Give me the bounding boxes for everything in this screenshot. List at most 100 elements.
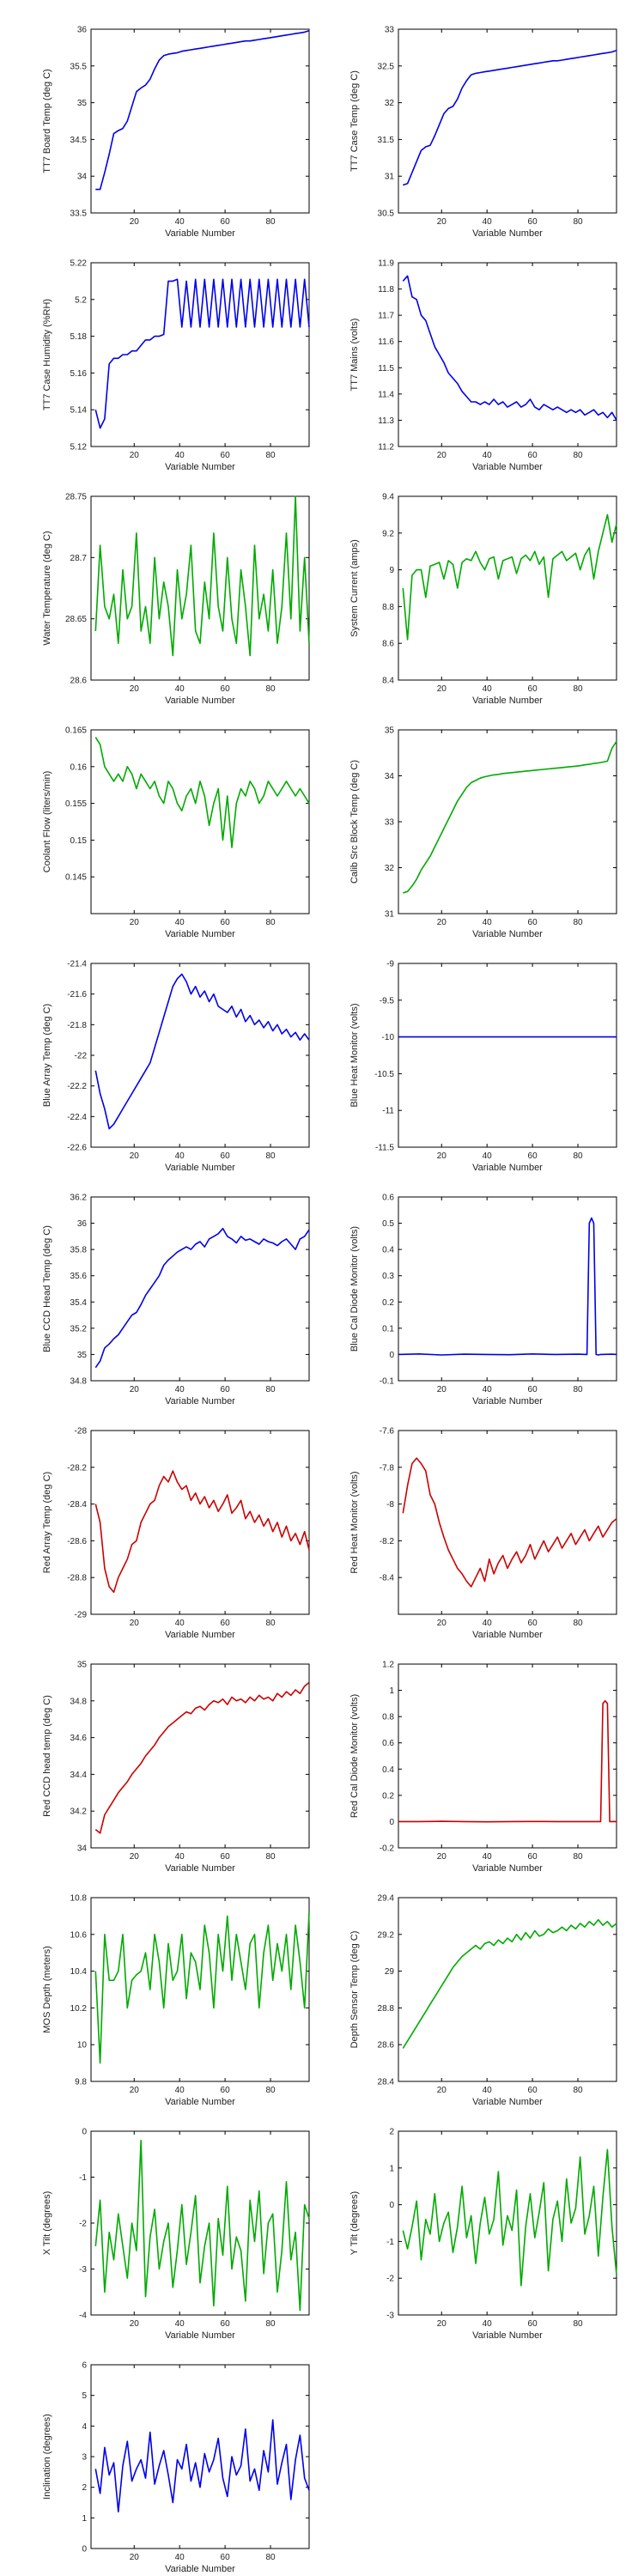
y-tick-label: 31 — [385, 910, 395, 920]
y-tick-label: -7.6 — [380, 1427, 395, 1437]
series-line — [95, 29, 310, 191]
y-tick-label: 10 — [77, 2041, 88, 2050]
y-tick-label: 11.7 — [378, 312, 394, 321]
chart-panel: 0 1 2 3 4 5 6 20 40 60 80 Variable Number Inclinatio… — [42, 2361, 310, 2574]
x-tick-label: 40 — [175, 217, 185, 227]
y-tick-label: 5.22 — [70, 259, 88, 269]
x-tick-label: 80 — [265, 2086, 276, 2095]
chart-panel: 30.5 31 31.5 32 32.5 33 20 40 60 80 Variable Numbe… — [349, 26, 617, 239]
y-tick-label: 28.65 — [65, 615, 87, 624]
x-tick-label: 40 — [483, 1852, 493, 1862]
y-tick-label: -2 — [386, 2275, 394, 2284]
chart-panel: 34 34.2 34.4 34.6 34.8 35 20 40 60 80 Variable Num… — [42, 1661, 310, 1874]
y-tick-label: 5.16 — [70, 369, 88, 379]
y-tick-label: 34.8 — [70, 1697, 88, 1706]
plot-frame — [398, 1430, 617, 1615]
x-axis-label: Variable Number — [472, 2097, 543, 2107]
x-tick-label: 80 — [265, 1619, 276, 1628]
chart-panel: 28.6 28.65 28.7 28.75 20 40 60 80 Variable Numbe… — [42, 493, 310, 706]
plot-frame — [398, 729, 617, 914]
y-axis-label: Depth Sensor Temp (deg C) — [349, 1931, 360, 2049]
series-line — [403, 50, 617, 186]
x-tick-label: 60 — [528, 2319, 538, 2329]
plot-frame — [90, 729, 310, 914]
y-tick-label: 0.6 — [382, 1194, 394, 1203]
y-axis-label: System Current (amps) — [349, 539, 360, 637]
y-axis-label: Red Cal Diode Monitor (volts) — [349, 1694, 360, 1818]
y-axis-label: X Tilt (degrees) — [42, 2191, 52, 2256]
x-tick-label: 20 — [437, 451, 447, 460]
y-tick-label: 28.6 — [70, 677, 88, 686]
y-tick-label: 34.4 — [70, 1771, 88, 1780]
y-tick-label: 0.16 — [70, 762, 88, 772]
x-tick-label: 40 — [175, 451, 185, 460]
y-tick-label: 0.2 — [382, 1298, 394, 1308]
x-tick-label: 40 — [175, 2319, 185, 2329]
x-tick-label: 20 — [130, 1852, 140, 1862]
chart-panel: -4 -3 -2 -1 0 20 40 60 80 Variable Number X Tilt (… — [42, 2128, 310, 2341]
x-tick-label: 80 — [265, 684, 276, 694]
x-tick-label: 60 — [221, 1852, 231, 1862]
x-axis-label: Variable Number — [472, 1396, 543, 1406]
x-tick-label: 20 — [437, 1852, 447, 1862]
y-tick-label: -21.6 — [67, 990, 87, 999]
x-tick-label: 60 — [221, 451, 231, 460]
y-tick-label: 28.4 — [378, 2078, 395, 2087]
x-tick-label: 40 — [483, 1385, 493, 1394]
x-tick-label: 60 — [221, 217, 231, 227]
x-tick-label: 80 — [573, 918, 583, 927]
x-axis-label: Variable Number — [165, 462, 235, 472]
y-tick-label: -3 — [386, 2312, 394, 2321]
y-tick-label: -4 — [79, 2312, 87, 2321]
x-tick-label: 60 — [528, 1385, 538, 1394]
y-tick-label: -28.6 — [67, 1537, 87, 1546]
y-tick-label: 0.6 — [382, 1739, 394, 1748]
y-tick-label: 34.5 — [70, 136, 88, 145]
y-tick-label: 33 — [385, 26, 395, 35]
x-tick-label: 40 — [483, 2086, 493, 2095]
x-tick-label: 20 — [437, 918, 447, 927]
y-tick-label: 11.4 — [378, 390, 394, 399]
x-tick-label: 20 — [130, 2319, 140, 2329]
y-tick-label: 36 — [77, 26, 88, 35]
plot-frame — [90, 28, 310, 214]
x-tick-label: 80 — [265, 2553, 276, 2562]
plot-frame — [90, 495, 310, 681]
y-axis-label: TT7 Mains (volts) — [349, 319, 360, 392]
series-line — [94, 1912, 310, 2064]
series-line — [402, 275, 617, 421]
y-axis-label: Y Tilt (degrees) — [349, 2191, 360, 2255]
y-axis-label: Red Heat Monitor (volts) — [349, 1471, 360, 1573]
y-axis-label: TT7 Case Temp (deg C) — [349, 70, 360, 172]
y-tick-label: 0.1 — [382, 1324, 394, 1334]
y-axis-label: Calib Src Block Temp (deg C) — [349, 760, 360, 884]
series-line — [94, 495, 310, 657]
y-tick-label: -11.5 — [375, 1144, 394, 1153]
y-tick-label: -22.2 — [67, 1082, 87, 1091]
x-tick-label: 40 — [175, 1385, 185, 1394]
y-tick-label: 33 — [385, 818, 395, 828]
x-tick-label: 20 — [437, 684, 447, 694]
x-tick-label: 20 — [437, 217, 447, 227]
y-tick-label: 34 — [77, 1844, 88, 1854]
plot-frame — [398, 262, 617, 447]
x-axis-label: Variable Number — [472, 1630, 543, 1640]
x-tick-label: 40 — [175, 1852, 185, 1862]
x-tick-label: 40 — [483, 684, 493, 694]
chart-panel: -0.2 0 0.2 0.4 0.6 0.8 1 1.2 20 40 60 80 Variable Nu… — [349, 1661, 617, 1874]
x-tick-label: 20 — [437, 1151, 447, 1161]
y-tick-label: 0.4 — [382, 1765, 394, 1775]
y-tick-label: 11.2 — [378, 443, 394, 453]
y-tick-label: 0.2 — [382, 1791, 394, 1801]
x-tick-label: 20 — [437, 2086, 447, 2095]
y-tick-label: 9.4 — [382, 493, 394, 502]
y-tick-label: 6 — [82, 2361, 87, 2371]
y-tick-label: 10.4 — [70, 1967, 88, 1977]
x-tick-label: 60 — [528, 918, 538, 927]
x-tick-label: 80 — [265, 1385, 276, 1394]
y-axis-label: TT7 Board Temp (deg C) — [42, 69, 52, 173]
x-axis-label: Variable Number — [472, 929, 543, 939]
y-tick-label: 35 — [77, 99, 88, 108]
chart-panel: 28.4 28.6 28.8 29 29.2 29.4 20 40 60 80 Variable N… — [349, 1894, 617, 2107]
y-tick-label: 35.5 — [70, 62, 88, 71]
